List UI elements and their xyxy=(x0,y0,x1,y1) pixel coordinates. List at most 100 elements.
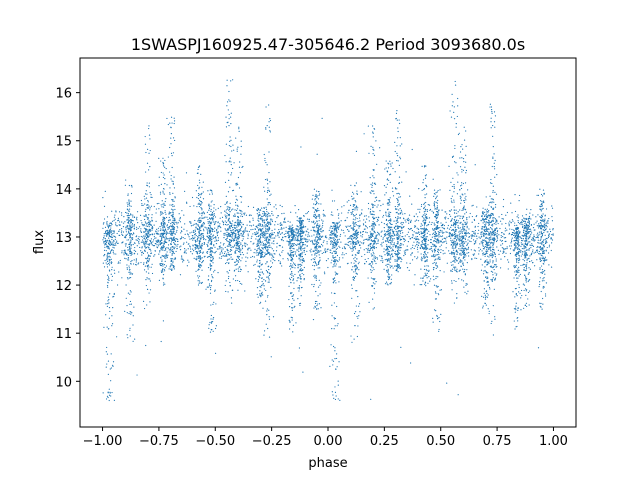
data-point xyxy=(265,227,267,230)
data-point xyxy=(107,257,109,259)
data-point xyxy=(521,247,523,250)
data-point xyxy=(314,195,316,197)
data-point xyxy=(267,222,269,224)
data-point xyxy=(548,233,550,235)
data-point xyxy=(130,192,133,195)
data-point xyxy=(241,222,243,224)
data-point xyxy=(257,232,259,235)
chart-title: 1SWASPJ160925.47-305646.2 Period 3093680… xyxy=(131,35,525,54)
data-point xyxy=(290,316,292,318)
data-point xyxy=(131,252,133,254)
data-point xyxy=(148,226,150,228)
data-point xyxy=(262,215,264,218)
data-point xyxy=(198,275,201,277)
data-point xyxy=(293,282,295,284)
data-point xyxy=(284,236,286,238)
data-point xyxy=(263,212,266,214)
data-point xyxy=(489,217,491,219)
data-point xyxy=(268,121,270,123)
data-point xyxy=(144,265,147,267)
data-point xyxy=(161,270,164,272)
data-point xyxy=(211,189,213,192)
data-point xyxy=(153,224,155,226)
data-point xyxy=(301,245,303,247)
data-point xyxy=(306,245,308,247)
data-point xyxy=(460,229,462,231)
data-point xyxy=(210,253,212,255)
data-point xyxy=(296,216,298,218)
data-point xyxy=(212,217,215,219)
data-point xyxy=(230,161,232,163)
data-point xyxy=(211,240,213,242)
data-point xyxy=(369,245,372,247)
data-point xyxy=(129,329,131,331)
data-point xyxy=(234,244,236,246)
data-point xyxy=(297,298,299,300)
data-point xyxy=(259,228,261,230)
data-point xyxy=(297,228,299,230)
data-point xyxy=(229,281,231,284)
data-point xyxy=(196,228,198,230)
data-point xyxy=(240,254,242,256)
data-point xyxy=(416,241,419,243)
data-point xyxy=(211,321,213,323)
data-point xyxy=(489,234,491,236)
data-point xyxy=(348,244,350,246)
data-point xyxy=(282,258,284,260)
data-point xyxy=(295,233,297,235)
data-point xyxy=(243,242,246,244)
data-point xyxy=(237,245,239,247)
data-point xyxy=(202,223,204,225)
data-point xyxy=(314,277,316,279)
data-point xyxy=(161,229,163,231)
data-point xyxy=(172,203,174,206)
data-point xyxy=(324,250,327,253)
data-point xyxy=(199,257,201,260)
data-point xyxy=(197,280,199,282)
data-point xyxy=(508,222,510,224)
data-point xyxy=(106,220,108,223)
data-point xyxy=(151,244,153,246)
data-point xyxy=(161,260,163,263)
data-point xyxy=(126,304,128,307)
data-point xyxy=(196,224,198,226)
data-point xyxy=(412,233,414,236)
data-point xyxy=(314,198,316,200)
data-point xyxy=(411,259,414,261)
data-point xyxy=(261,263,263,265)
data-point xyxy=(202,221,205,224)
data-point xyxy=(171,225,173,227)
data-point xyxy=(164,183,166,185)
data-point xyxy=(210,237,212,239)
data-point xyxy=(261,221,264,223)
data-point xyxy=(112,307,114,309)
data-point xyxy=(234,201,237,204)
data-point xyxy=(202,260,204,262)
data-point xyxy=(196,237,199,239)
data-point xyxy=(532,262,534,264)
data-point xyxy=(502,198,505,201)
data-point xyxy=(443,241,446,243)
data-point xyxy=(298,243,301,245)
data-point xyxy=(457,262,460,264)
data-point xyxy=(125,234,127,236)
data-point xyxy=(274,259,276,262)
data-point xyxy=(454,252,456,254)
data-point xyxy=(259,235,261,237)
data-point xyxy=(418,233,421,236)
data-point xyxy=(150,227,153,229)
data-point xyxy=(128,254,130,256)
data-point xyxy=(326,237,328,239)
data-point xyxy=(291,228,293,230)
data-point xyxy=(162,165,165,167)
data-point xyxy=(526,254,529,256)
data-point xyxy=(393,242,395,244)
data-point xyxy=(298,285,301,287)
data-point xyxy=(291,272,293,275)
data-point xyxy=(209,259,211,261)
data-point xyxy=(112,246,114,248)
data-point xyxy=(378,234,380,236)
data-point xyxy=(380,235,382,237)
data-point xyxy=(209,251,212,253)
data-point xyxy=(409,221,412,223)
